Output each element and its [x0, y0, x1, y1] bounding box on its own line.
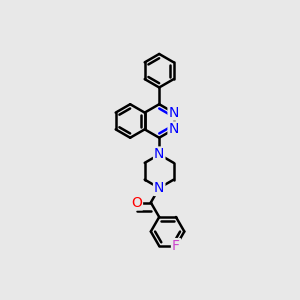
Text: F: F: [172, 239, 180, 253]
Text: N: N: [154, 181, 164, 195]
Text: N: N: [154, 148, 164, 161]
Text: N: N: [169, 122, 179, 136]
Text: O: O: [131, 196, 142, 209]
Text: N: N: [169, 106, 179, 120]
